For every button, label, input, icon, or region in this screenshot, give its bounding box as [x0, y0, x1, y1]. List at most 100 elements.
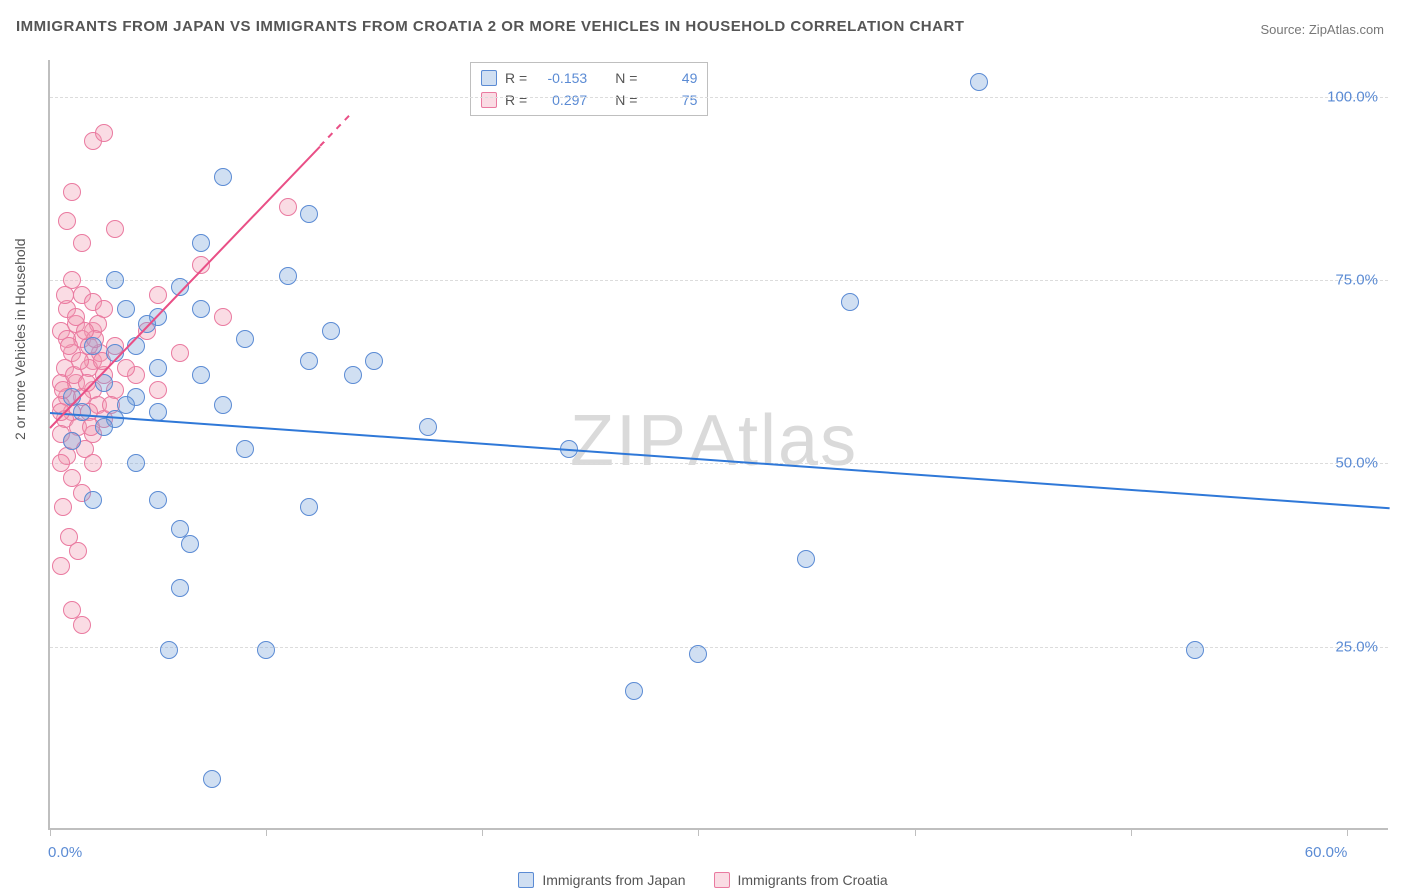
scatter-point-japan — [689, 645, 707, 663]
scatter-point-japan — [160, 641, 178, 659]
scatter-point-japan — [841, 293, 859, 311]
legend-swatch — [481, 70, 497, 86]
scatter-point-japan — [279, 267, 297, 285]
scatter-point-japan — [236, 330, 254, 348]
x-tick-label: 0.0% — [48, 844, 82, 861]
scatter-point-japan — [84, 337, 102, 355]
legend-swatch — [518, 872, 534, 888]
corr-legend-row: R = 0.297 N = 75 — [481, 89, 697, 111]
y-tick-label: 75.0% — [1335, 272, 1378, 289]
scatter-point-croatia — [63, 183, 81, 201]
scatter-point-croatia — [71, 352, 89, 370]
scatter-point-croatia — [279, 198, 297, 216]
scatter-point-croatia — [69, 542, 87, 560]
scatter-point-japan — [257, 641, 275, 659]
scatter-point-japan — [171, 520, 189, 538]
legend-swatch — [714, 872, 730, 888]
scatter-point-japan — [300, 498, 318, 516]
scatter-point-croatia — [73, 234, 91, 252]
x-tick — [915, 828, 916, 836]
scatter-point-japan — [365, 352, 383, 370]
scatter-point-japan — [127, 454, 145, 472]
corr-n-label: N = — [615, 92, 637, 108]
gridline-h — [50, 463, 1388, 464]
corr-r-value: 0.297 — [535, 92, 587, 108]
corr-r-label: R = — [505, 92, 527, 108]
series-legend: Immigrants from Japan Immigrants from Cro… — [0, 872, 1406, 888]
scatter-point-croatia — [56, 286, 74, 304]
scatter-point-japan — [970, 73, 988, 91]
scatter-point-croatia — [58, 212, 76, 230]
x-tick — [1347, 828, 1348, 836]
x-tick — [1131, 828, 1132, 836]
y-tick-label: 100.0% — [1327, 88, 1378, 105]
scatter-point-japan — [203, 770, 221, 788]
scatter-point-japan — [171, 579, 189, 597]
scatter-point-japan — [106, 271, 124, 289]
scatter-point-croatia — [149, 286, 167, 304]
scatter-point-japan — [84, 491, 102, 509]
corr-n-value: 75 — [645, 92, 697, 108]
scatter-point-japan — [63, 432, 81, 450]
x-tick — [482, 828, 483, 836]
scatter-point-japan — [73, 403, 91, 421]
legend-label: Immigrants from Japan — [542, 872, 685, 888]
scatter-point-croatia — [73, 616, 91, 634]
corr-n-value: 49 — [645, 70, 697, 86]
x-tick — [50, 828, 51, 836]
scatter-point-croatia — [84, 454, 102, 472]
scatter-point-croatia — [60, 337, 78, 355]
trendline-japan — [50, 412, 1390, 509]
scatter-point-croatia — [52, 454, 70, 472]
scatter-point-japan — [344, 366, 362, 384]
scatter-point-croatia — [52, 557, 70, 575]
scatter-point-japan — [419, 418, 437, 436]
legend-item: Immigrants from Japan — [518, 872, 685, 888]
scatter-point-japan — [322, 322, 340, 340]
trendline-croatia-ext — [319, 112, 353, 147]
x-tick-label: 60.0% — [1305, 844, 1348, 861]
scatter-point-croatia — [117, 359, 135, 377]
corr-r-label: R = — [505, 70, 527, 86]
scatter-point-croatia — [54, 498, 72, 516]
scatter-point-croatia — [106, 220, 124, 238]
scatter-point-japan — [95, 418, 113, 436]
source-attribution: Source: ZipAtlas.com — [1260, 22, 1384, 37]
corr-r-value: -0.153 — [535, 70, 587, 86]
corr-legend-row: R = -0.153 N = 49 — [481, 67, 697, 89]
gridline-h — [50, 280, 1388, 281]
scatter-point-japan — [300, 352, 318, 370]
scatter-point-japan — [192, 366, 210, 384]
scatter-point-japan — [797, 550, 815, 568]
scatter-point-croatia — [149, 381, 167, 399]
legend-swatch — [481, 92, 497, 108]
scatter-point-japan — [192, 300, 210, 318]
scatter-point-japan — [1186, 641, 1204, 659]
x-tick — [266, 828, 267, 836]
scatter-point-croatia — [214, 308, 232, 326]
scatter-point-japan — [300, 205, 318, 223]
corr-n-label: N = — [615, 70, 637, 86]
scatter-point-japan — [127, 337, 145, 355]
scatter-point-japan — [192, 234, 210, 252]
y-tick-label: 50.0% — [1335, 455, 1378, 472]
correlation-legend: R = -0.153 N = 49 R = 0.297 N = 75 — [470, 62, 708, 116]
y-tick-label: 25.0% — [1335, 638, 1378, 655]
legend-item: Immigrants from Croatia — [714, 872, 888, 888]
scatter-point-japan — [149, 491, 167, 509]
scatter-point-japan — [214, 168, 232, 186]
legend-label: Immigrants from Croatia — [738, 872, 888, 888]
trendline-croatia — [49, 145, 321, 428]
y-axis-title: 2 or more Vehicles in Household — [12, 238, 28, 440]
scatter-point-japan — [117, 300, 135, 318]
scatter-point-japan — [236, 440, 254, 458]
scatter-point-japan — [149, 359, 167, 377]
chart-title: IMMIGRANTS FROM JAPAN VS IMMIGRANTS FROM… — [16, 18, 964, 35]
watermark: ZIPAtlas — [570, 400, 858, 482]
scatter-point-japan — [625, 682, 643, 700]
x-tick — [698, 828, 699, 836]
scatter-point-japan — [214, 396, 232, 414]
gridline-h — [50, 97, 1388, 98]
scatter-point-croatia — [171, 344, 189, 362]
scatter-point-japan — [181, 535, 199, 553]
